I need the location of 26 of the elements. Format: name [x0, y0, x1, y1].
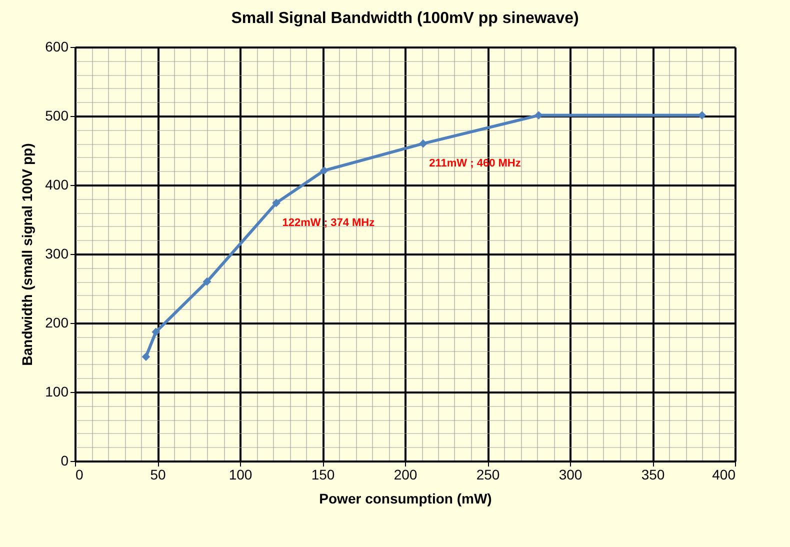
point	[320, 166, 328, 175]
y-tick-label: 600	[45, 38, 69, 54]
point	[152, 328, 160, 336]
y-tick-label: 500	[45, 108, 69, 124]
y-tick-label: 300	[45, 246, 69, 262]
y-tick-label: 200	[45, 314, 69, 330]
x-tick-label: 350	[641, 466, 665, 482]
y-axis-title: Bandwidth (small signal 100V pp)	[19, 143, 36, 366]
point	[418, 139, 428, 148]
chart-title: Small Signal Bandwidth (100mV pp sinewave)	[231, 10, 579, 27]
y-tick-label: 400	[45, 176, 69, 192]
x-tick-label: 200	[394, 466, 418, 482]
x-tick-label: 0	[76, 466, 84, 482]
x-tick-label: 150	[311, 466, 335, 482]
x-tick-label: 50	[150, 466, 166, 482]
point	[202, 277, 212, 286]
y-tick-label: 0	[60, 452, 69, 468]
point	[142, 352, 150, 361]
x-tick-label: 300	[558, 466, 582, 482]
x-tick-label: 100	[228, 466, 252, 482]
point	[272, 198, 280, 208]
annotation: 122mW ; 374 MHz	[282, 216, 376, 229]
x-axis-title: Power consumption (mW)	[319, 490, 492, 506]
x-tick-label: 400	[712, 466, 736, 482]
y-tick-label: 100	[45, 384, 69, 400]
x-tick-label: 250	[476, 466, 500, 482]
